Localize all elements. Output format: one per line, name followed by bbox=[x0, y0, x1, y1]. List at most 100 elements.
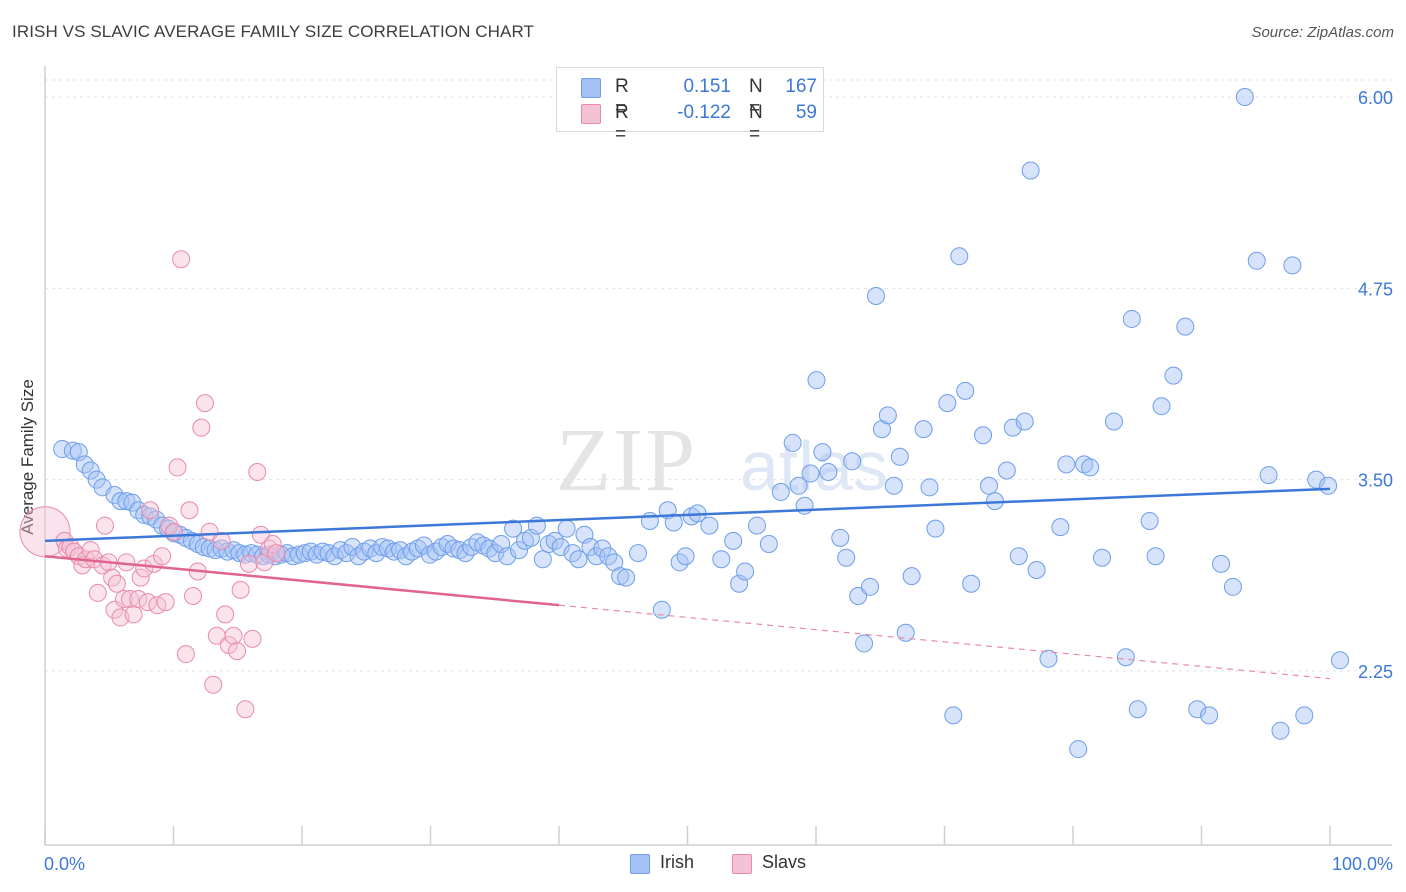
slavs-point bbox=[267, 544, 286, 563]
slavs-point bbox=[95, 516, 114, 535]
slavs-point bbox=[115, 590, 134, 609]
irish-point bbox=[385, 542, 404, 561]
slavs-point bbox=[236, 700, 255, 719]
irish-point bbox=[849, 586, 868, 605]
irish-point bbox=[1027, 560, 1046, 579]
irish-point bbox=[1015, 412, 1034, 431]
slavs-point bbox=[239, 554, 258, 573]
irish-point bbox=[1176, 317, 1195, 336]
legend-swatch-slavs bbox=[581, 104, 601, 124]
irish-point bbox=[795, 496, 814, 515]
slavs-point bbox=[251, 525, 270, 544]
slavs-point bbox=[255, 553, 274, 572]
irish-point bbox=[1104, 412, 1123, 431]
irish-point bbox=[944, 706, 963, 725]
slavs-point bbox=[248, 463, 267, 482]
irish-point bbox=[1057, 455, 1076, 474]
irish-point bbox=[843, 452, 862, 471]
x-tick-label-min: 0.0% bbox=[44, 854, 85, 874]
irish-point bbox=[605, 553, 624, 572]
irish-point bbox=[664, 513, 683, 532]
irish-point bbox=[373, 538, 392, 557]
irish-point bbox=[1152, 397, 1171, 416]
irish-point bbox=[837, 548, 856, 567]
legend-n-label: N = bbox=[749, 76, 763, 119]
irish-point bbox=[557, 519, 576, 538]
irish-point bbox=[884, 476, 903, 495]
irish-point bbox=[950, 247, 969, 266]
irish-point bbox=[980, 476, 999, 495]
irish-point bbox=[1295, 706, 1314, 725]
irish-point bbox=[1146, 547, 1165, 566]
slavs-point bbox=[204, 675, 223, 694]
slavs-point bbox=[231, 580, 250, 599]
slavs-point bbox=[103, 568, 122, 587]
irish-point bbox=[289, 545, 308, 564]
irish-point bbox=[1128, 700, 1147, 719]
irish-point bbox=[890, 447, 909, 466]
legend-r-label: R = bbox=[615, 102, 629, 145]
y-tick-label: 3.50 bbox=[1358, 471, 1393, 491]
series-label-irish: Irish bbox=[660, 852, 695, 872]
irish-point bbox=[81, 461, 100, 480]
irish-point bbox=[771, 482, 790, 501]
irish-point bbox=[652, 600, 671, 619]
irish-point bbox=[974, 426, 993, 445]
legend-r-label: R = bbox=[615, 76, 629, 119]
irish-point bbox=[1069, 740, 1088, 759]
irish-point bbox=[629, 544, 648, 563]
irish-point bbox=[920, 478, 939, 497]
irish-point bbox=[801, 464, 820, 483]
chart-source: Source: ZipAtlas.com bbox=[1251, 24, 1394, 41]
slavs-point bbox=[228, 642, 247, 661]
irish-point bbox=[724, 531, 743, 550]
chart-title: IRISH VS SLAVIC AVERAGE FAMILY SIZE CORR… bbox=[12, 22, 535, 41]
series-legend: Irish Slavs bbox=[0, 852, 1406, 876]
irish-point bbox=[135, 505, 154, 524]
series-swatch-irish bbox=[630, 854, 650, 874]
irish-point bbox=[486, 544, 505, 563]
irish-point bbox=[1021, 161, 1040, 180]
irish-point bbox=[444, 539, 463, 558]
irish-point bbox=[1003, 418, 1022, 437]
irish-point bbox=[1331, 651, 1349, 670]
slavs-point bbox=[131, 568, 150, 587]
irish-point bbox=[783, 433, 802, 452]
irish-trendline bbox=[44, 487, 1331, 543]
slavs-point bbox=[243, 629, 262, 648]
irish-point bbox=[926, 519, 945, 538]
slavs-point bbox=[184, 586, 203, 605]
y-tick-label: 4.75 bbox=[1358, 279, 1393, 299]
irish-point bbox=[1212, 554, 1231, 573]
irish-point bbox=[700, 516, 719, 535]
irish-point bbox=[736, 562, 755, 581]
slavs-point bbox=[263, 534, 282, 553]
slavs-trendline-extension bbox=[558, 604, 1331, 680]
irish-point bbox=[1009, 547, 1028, 566]
legend-r-value: -0.122 bbox=[677, 102, 731, 123]
legend-n-label: N = bbox=[749, 102, 763, 145]
irish-point bbox=[896, 623, 915, 642]
irish-point bbox=[313, 542, 332, 561]
slavs-point bbox=[88, 583, 107, 602]
y-tick-label: 2.25 bbox=[1358, 662, 1393, 682]
irish-point bbox=[551, 538, 570, 557]
slavs-point bbox=[216, 605, 235, 624]
irish-point bbox=[194, 538, 213, 557]
slavs-point bbox=[107, 574, 126, 593]
irish-point bbox=[956, 381, 975, 400]
irish-point bbox=[498, 547, 517, 566]
slavs-point bbox=[168, 458, 187, 477]
irish-point bbox=[438, 534, 457, 553]
irish-point bbox=[676, 547, 695, 566]
irish-point bbox=[759, 534, 778, 553]
y-axis-label: Average Family Size bbox=[18, 379, 37, 535]
irish-point bbox=[1093, 548, 1112, 567]
irish-point bbox=[902, 567, 921, 586]
slavs-point bbox=[160, 516, 179, 535]
stats-legend: R = 0.151 N = 167 R = -0.122 N = 59 bbox=[556, 67, 824, 145]
irish-point bbox=[1051, 518, 1070, 537]
slavs-trendline bbox=[44, 554, 560, 607]
irish-point bbox=[1235, 88, 1254, 106]
